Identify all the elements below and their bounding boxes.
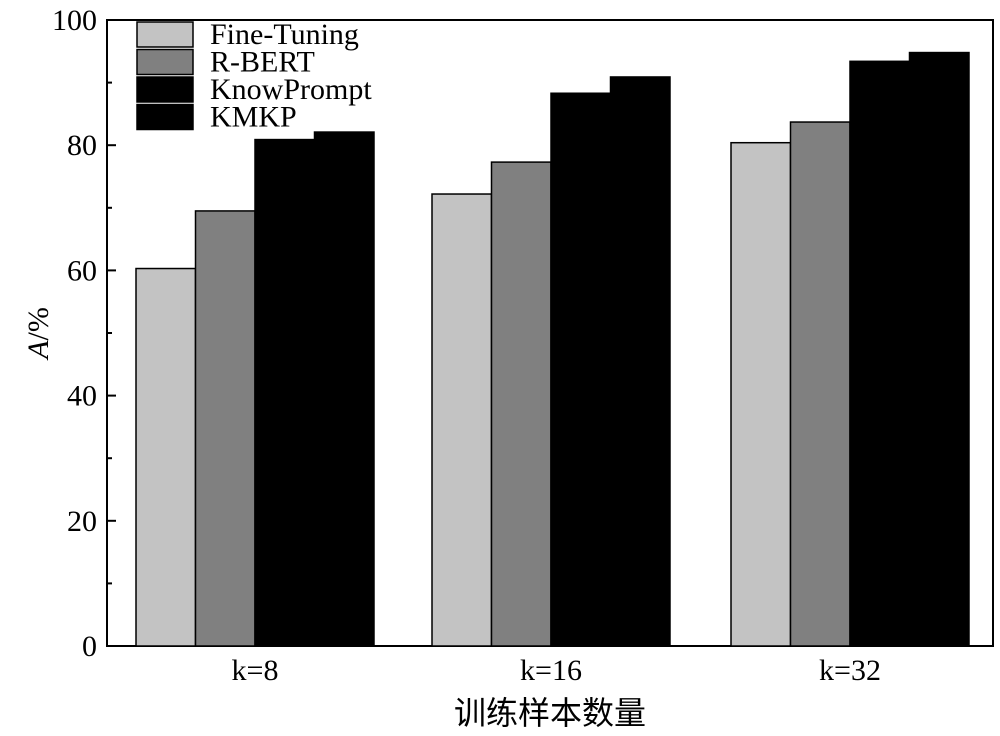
legend-swatch [136,21,194,48]
y-tick-label: 20 [67,505,97,538]
bar-knowprompt-k16 [550,92,612,647]
bar-kmkp-k32 [908,51,970,647]
legend-label: Fine-Tuning [210,18,359,51]
x-tick-label: k=8 [232,654,279,687]
legend-label: KnowPrompt [210,73,372,106]
y-tick-label: 0 [82,630,97,663]
bar-fine-tuning-k8 [135,267,197,647]
bar-kmkp-k8 [313,131,375,647]
x-tick-label: k=32 [819,654,881,687]
bar-r-bert-k16 [490,161,552,647]
bar-r-bert-k8 [194,210,256,647]
x-tick-label: k=16 [520,654,582,687]
bar-r-bert-k32 [789,121,851,647]
y-tick-label: 80 [67,129,97,162]
legend-swatch [136,103,194,131]
y-tick-label: 40 [67,380,97,413]
y-tick-label: 60 [67,254,97,287]
bar-fine-tuning-k32 [730,141,792,647]
y-tick-label: 100 [52,4,97,37]
y-axis-title: A/% [22,307,55,361]
x-axis-title: 训练样本数量 [454,694,646,732]
bar-fine-tuning-k16 [431,193,493,647]
bar-knowprompt-k8 [254,138,316,647]
legend-label: KMKP [210,101,297,134]
bar-kmkp-k16 [609,76,671,647]
bar-knowprompt-k32 [849,60,911,647]
legend-swatch [136,76,194,103]
legend-label: R-BERT [210,46,315,79]
legend-swatch [136,48,194,76]
